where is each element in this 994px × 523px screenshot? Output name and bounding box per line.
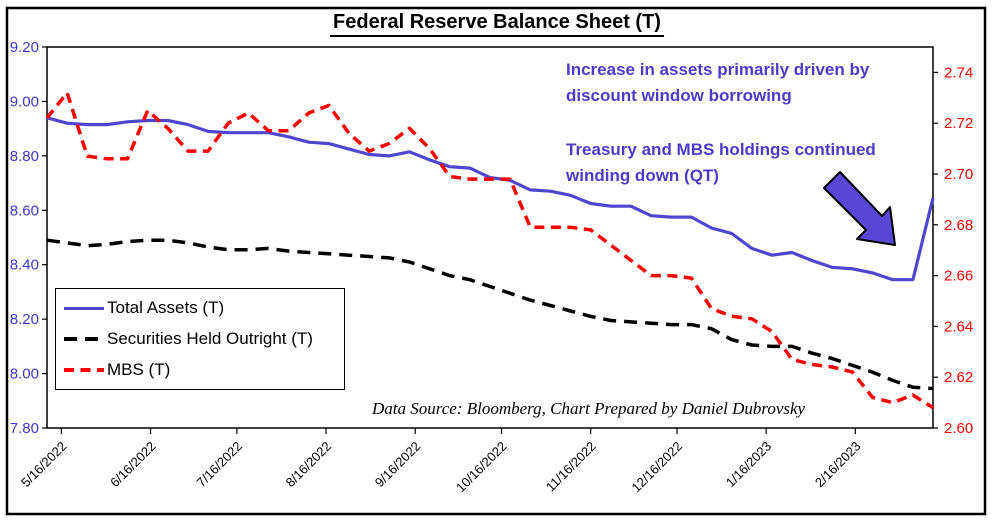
left-axis-label: 8.80 [10,148,39,165]
right-axis: 2.74 2.72 2.70 2.68 2.66 2.64 2.62 2.60 [933,64,973,437]
legend-item-mbs: MBS (T) [64,360,344,380]
legend-line-sample-solid [64,306,104,310]
left-axis-label: 8.40 [10,257,39,274]
right-axis-label: 2.72 [944,115,973,132]
left-axis-label: 8.20 [10,311,39,328]
legend-item-total-assets: Total Assets (T) [64,298,344,318]
outer-border [5,6,987,516]
left-axis-label: 7.80 [10,420,39,437]
left-axis-label: 9.20 [10,39,39,56]
right-axis-label: 2.70 [944,166,973,183]
series-line-2 [45,90,934,410]
left-axis-label: 9.00 [10,93,39,110]
legend: Total Assets (T) Securities Held Outrigh… [55,288,345,390]
chart-title: Federal Reserve Balance Sheet (T) [330,11,664,37]
legend-item-securities: Securities Held Outright (T) [64,329,344,349]
left-axis-label: 8.60 [10,202,39,219]
qt-arrow [823,171,896,246]
legend-label: Total Assets (T) [107,298,225,318]
annotation-qt: Treasury and MBS holdings continued wind… [566,140,876,185]
right-axis-label: 2.74 [944,64,973,81]
plot-border [46,46,934,429]
source-note: Data Source: Bloomberg, Chart Prepared b… [372,399,806,418]
left-axis-label: 8.00 [10,366,39,383]
legend-line-sample-black-dash [64,336,104,341]
right-axis-label: 2.60 [944,420,973,437]
annotation-discount-window: Increase in assets primarily driven by d… [566,60,870,105]
legend-label: MBS (T) [107,359,171,379]
legend-label: Securities Held Outright (T) [107,328,313,348]
right-axis-label: 2.66 [944,268,973,285]
legend-line-sample-red-dash [64,367,104,372]
series-line-1 [46,238,934,391]
right-axis-label: 2.68 [944,217,973,234]
right-axis-label: 2.64 [944,318,973,335]
right-axis-label: 2.62 [944,369,973,386]
left-axis: 9.20 9.00 8.80 8.60 8.40 8.20 8.00 7.80 [10,39,47,437]
